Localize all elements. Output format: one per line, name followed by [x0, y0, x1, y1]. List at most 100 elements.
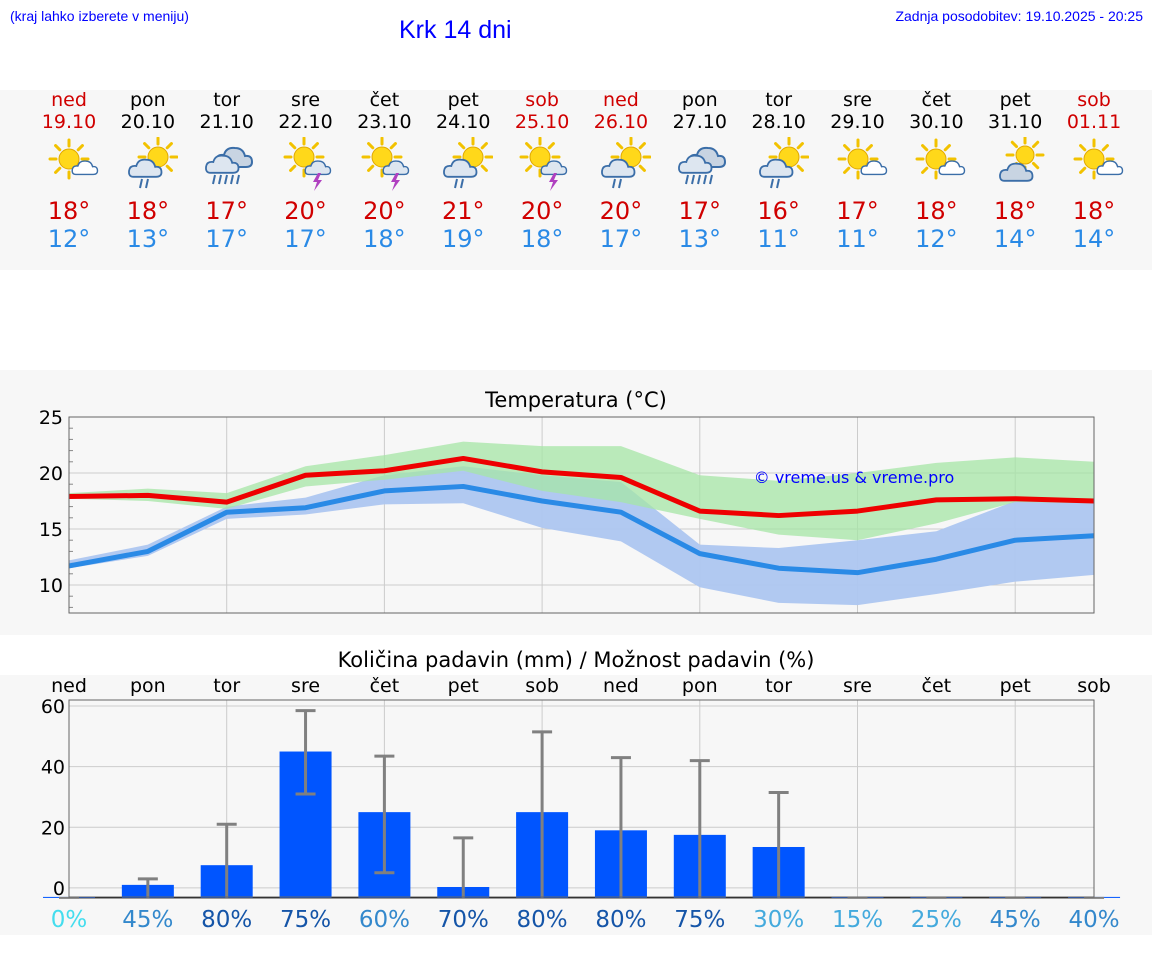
precip-probability: 40%: [1068, 907, 1119, 933]
day-date: 20.10: [120, 111, 176, 133]
weather-icon: [266, 133, 346, 197]
precip-probability: 15%: [832, 907, 883, 933]
day-date: 22.10: [278, 111, 333, 133]
day-forecast: pon 20.10 18° 13°: [108, 89, 188, 253]
sun-thunderstorm-icon: [519, 136, 568, 191]
plot-frame: [68, 416, 1095, 614]
precip-probability: 75%: [280, 907, 331, 933]
sun-cloud-icon: [1073, 138, 1124, 180]
cloud-heavy-rain-icon: [677, 146, 726, 185]
y-tick-label: 25: [39, 410, 63, 429]
y-tick-label: 0: [53, 878, 65, 900]
day-name: sob: [525, 89, 559, 111]
day-name: ned: [603, 89, 639, 111]
x-category-label: čet: [370, 675, 400, 697]
page-title: Krk 14 dni: [399, 16, 512, 44]
weather-icon: [344, 133, 424, 197]
watermark: © vreme.us & vreme.pro: [754, 468, 955, 487]
weather-icon: [423, 133, 503, 197]
day-forecast: pon 27.10 17° 13°: [660, 89, 740, 253]
sun-cloud-rain-icon: [601, 136, 652, 189]
sun-cloud-icon: [837, 138, 887, 180]
weather-icon: [818, 133, 898, 197]
forecast-strip: [0, 90, 1152, 270]
y-tick-label: 20: [39, 463, 63, 485]
x-category-label: sre: [291, 675, 320, 697]
precipitation-chart: ned pon tor sre čet pet sob ned pon tor sre čet pet s…: [41, 675, 1121, 933]
weather-icon: [502, 133, 582, 197]
temp-min: 17°: [205, 225, 248, 253]
y-tick-label: 20: [41, 817, 65, 839]
day-name: čet: [369, 89, 400, 111]
sun-cloud-rain-icon: [127, 136, 179, 189]
temp-min: 12°: [47, 225, 91, 253]
temp-min: 13°: [678, 225, 722, 253]
sun-cloud-icon: [915, 138, 966, 180]
temp-max: 20°: [284, 197, 327, 225]
day-date: 01.11: [1066, 111, 1122, 133]
min-temp-line: [68, 483, 1095, 576]
weather-icon: [187, 133, 267, 197]
precip-probability: 80%: [201, 907, 252, 933]
precip-probability: 0%: [51, 907, 88, 933]
day-name: pon: [681, 89, 718, 111]
precip-probability: 75%: [674, 907, 725, 933]
day-name: čet: [921, 89, 952, 111]
x-category-label: sob: [525, 675, 559, 697]
temp-max: 17°: [678, 197, 722, 225]
x-category-label: ned: [51, 675, 87, 697]
day-forecast: ned 26.10 20° 17°: [581, 89, 661, 253]
day-forecast: sre 22.10 20° 17°: [266, 89, 346, 253]
day-forecast: sre 29.10 17° 11°: [818, 89, 898, 253]
x-category-label: tor: [213, 675, 240, 697]
temp-max: 20°: [363, 197, 406, 225]
temp-min: 19°: [441, 225, 485, 253]
x-category-label: pon: [130, 675, 166, 697]
day-forecast: tor 21.10 17° 17°: [187, 89, 267, 253]
x-category-label: tor: [765, 675, 792, 697]
day-name: sre: [291, 89, 321, 111]
temp-min: 11°: [757, 225, 800, 253]
sun-cloud-rain-icon: [758, 136, 810, 189]
x-category-label: ned: [603, 675, 639, 697]
temperature-chart-title: Temperatura (°C): [485, 388, 667, 412]
last-updated: Zadnja posodobitev: 19.10.2025 - 20:25: [895, 8, 1143, 24]
weather-icon: [739, 133, 819, 197]
cloud-heavy-rain-icon: [204, 146, 253, 185]
temp-max: 17°: [836, 197, 879, 225]
temp-max: 20°: [599, 197, 643, 225]
sun-thunderstorm-icon: [283, 136, 331, 191]
day-forecast: ned 19.10 18° 12°: [29, 89, 109, 253]
temp-max: 16°: [757, 197, 800, 225]
precip-probability: 25%: [911, 907, 962, 933]
weather-icon: [975, 133, 1055, 197]
temp-min: 14°: [1072, 225, 1116, 253]
temp-min: 18°: [520, 225, 564, 253]
precip-probability: 45%: [990, 907, 1041, 933]
weather-icon: [660, 133, 740, 197]
day-forecast: čet 30.10 18° 12°: [896, 89, 976, 253]
x-category-label: pet: [1000, 675, 1031, 697]
day-date: 25.10: [514, 111, 570, 133]
precip-probability: 80%: [517, 907, 568, 933]
day-forecast: pet 31.10 18° 14°: [975, 89, 1055, 253]
location-hint: (kraj lahko izberete v meniju): [10, 8, 189, 24]
temp-min: 18°: [363, 225, 406, 253]
precip-probability: 45%: [122, 907, 173, 933]
temp-min: 17°: [284, 225, 327, 253]
temp-min: 11°: [836, 225, 879, 253]
x-category-label: čet: [922, 675, 952, 697]
plot-frame: [68, 699, 1095, 898]
temp-max: 20°: [520, 197, 564, 225]
day-date: 27.10: [672, 111, 727, 133]
day-forecast: sob 01.11 18° 14°: [1054, 89, 1134, 253]
day-name: pet: [999, 89, 1031, 111]
day-date: 28.10: [751, 111, 806, 133]
x-category-label: sob: [1077, 675, 1111, 697]
sun-thunderstorm-icon: [361, 136, 410, 191]
temp-max: 18°: [915, 197, 958, 225]
temp-min: 12°: [915, 225, 958, 253]
temperature-chart: 10 15 20 25 © vreme.us & vreme.pro: [39, 410, 1095, 614]
day-date: 23.10: [357, 111, 412, 133]
day-forecast: pet 24.10 21° 19°: [423, 89, 503, 253]
